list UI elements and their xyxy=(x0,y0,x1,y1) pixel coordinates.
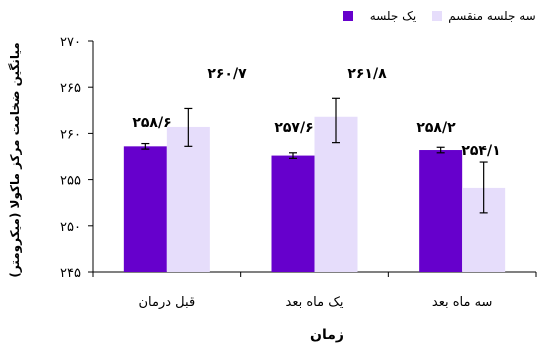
data-label: ۲۵۷/۶ xyxy=(274,120,313,136)
legend-label-single-session: یک جلسه xyxy=(370,9,416,23)
bar xyxy=(419,150,463,272)
legend-label-three-sessions: سه جلسه منقسم xyxy=(448,9,535,23)
legend: یک جلسه سه جلسه منقسم xyxy=(343,9,536,23)
x-axis-title: زمان xyxy=(310,327,344,343)
bar xyxy=(271,155,315,272)
x-category-label: سه ماه بعد xyxy=(432,295,493,310)
plot-area: ۲۴۵ ۲۵۰ ۲۵۵ ۲۶۰ ۲۶۵ ۲۷۰ قبل درمان یک ماه بعد سه … xyxy=(60,35,537,310)
data-label: ۲۵۸/۶ xyxy=(132,115,171,131)
data-label: ۲۵۸/۲ xyxy=(416,120,456,136)
legend-swatch-three-sessions xyxy=(432,11,442,21)
y-tick-label: ۲۵۵ xyxy=(60,174,81,189)
y-tick-label: ۲۶۰ xyxy=(60,127,81,142)
y-tick-label: ۲۶۵ xyxy=(60,81,81,96)
y-tick-label: ۲۷۰ xyxy=(60,35,81,50)
bar xyxy=(166,126,210,272)
bar xyxy=(123,146,167,272)
data-label: ۲۵۴/۱ xyxy=(461,143,500,159)
data-label: ۲۶۱/۸ xyxy=(347,66,387,82)
y-axis-title: میانگین ضخامت مرکز ماکولا (میکرومتر) xyxy=(8,42,23,277)
data-label: ۲۶۰/۷ xyxy=(207,66,247,82)
x-category-label: قبل درمان xyxy=(139,295,196,310)
legend-swatch-single-session xyxy=(343,11,353,21)
y-tick-label: ۲۴۵ xyxy=(60,266,81,281)
y-tick-label: ۲۵۰ xyxy=(60,220,81,235)
x-category-label: یک ماه بعد xyxy=(286,295,344,310)
